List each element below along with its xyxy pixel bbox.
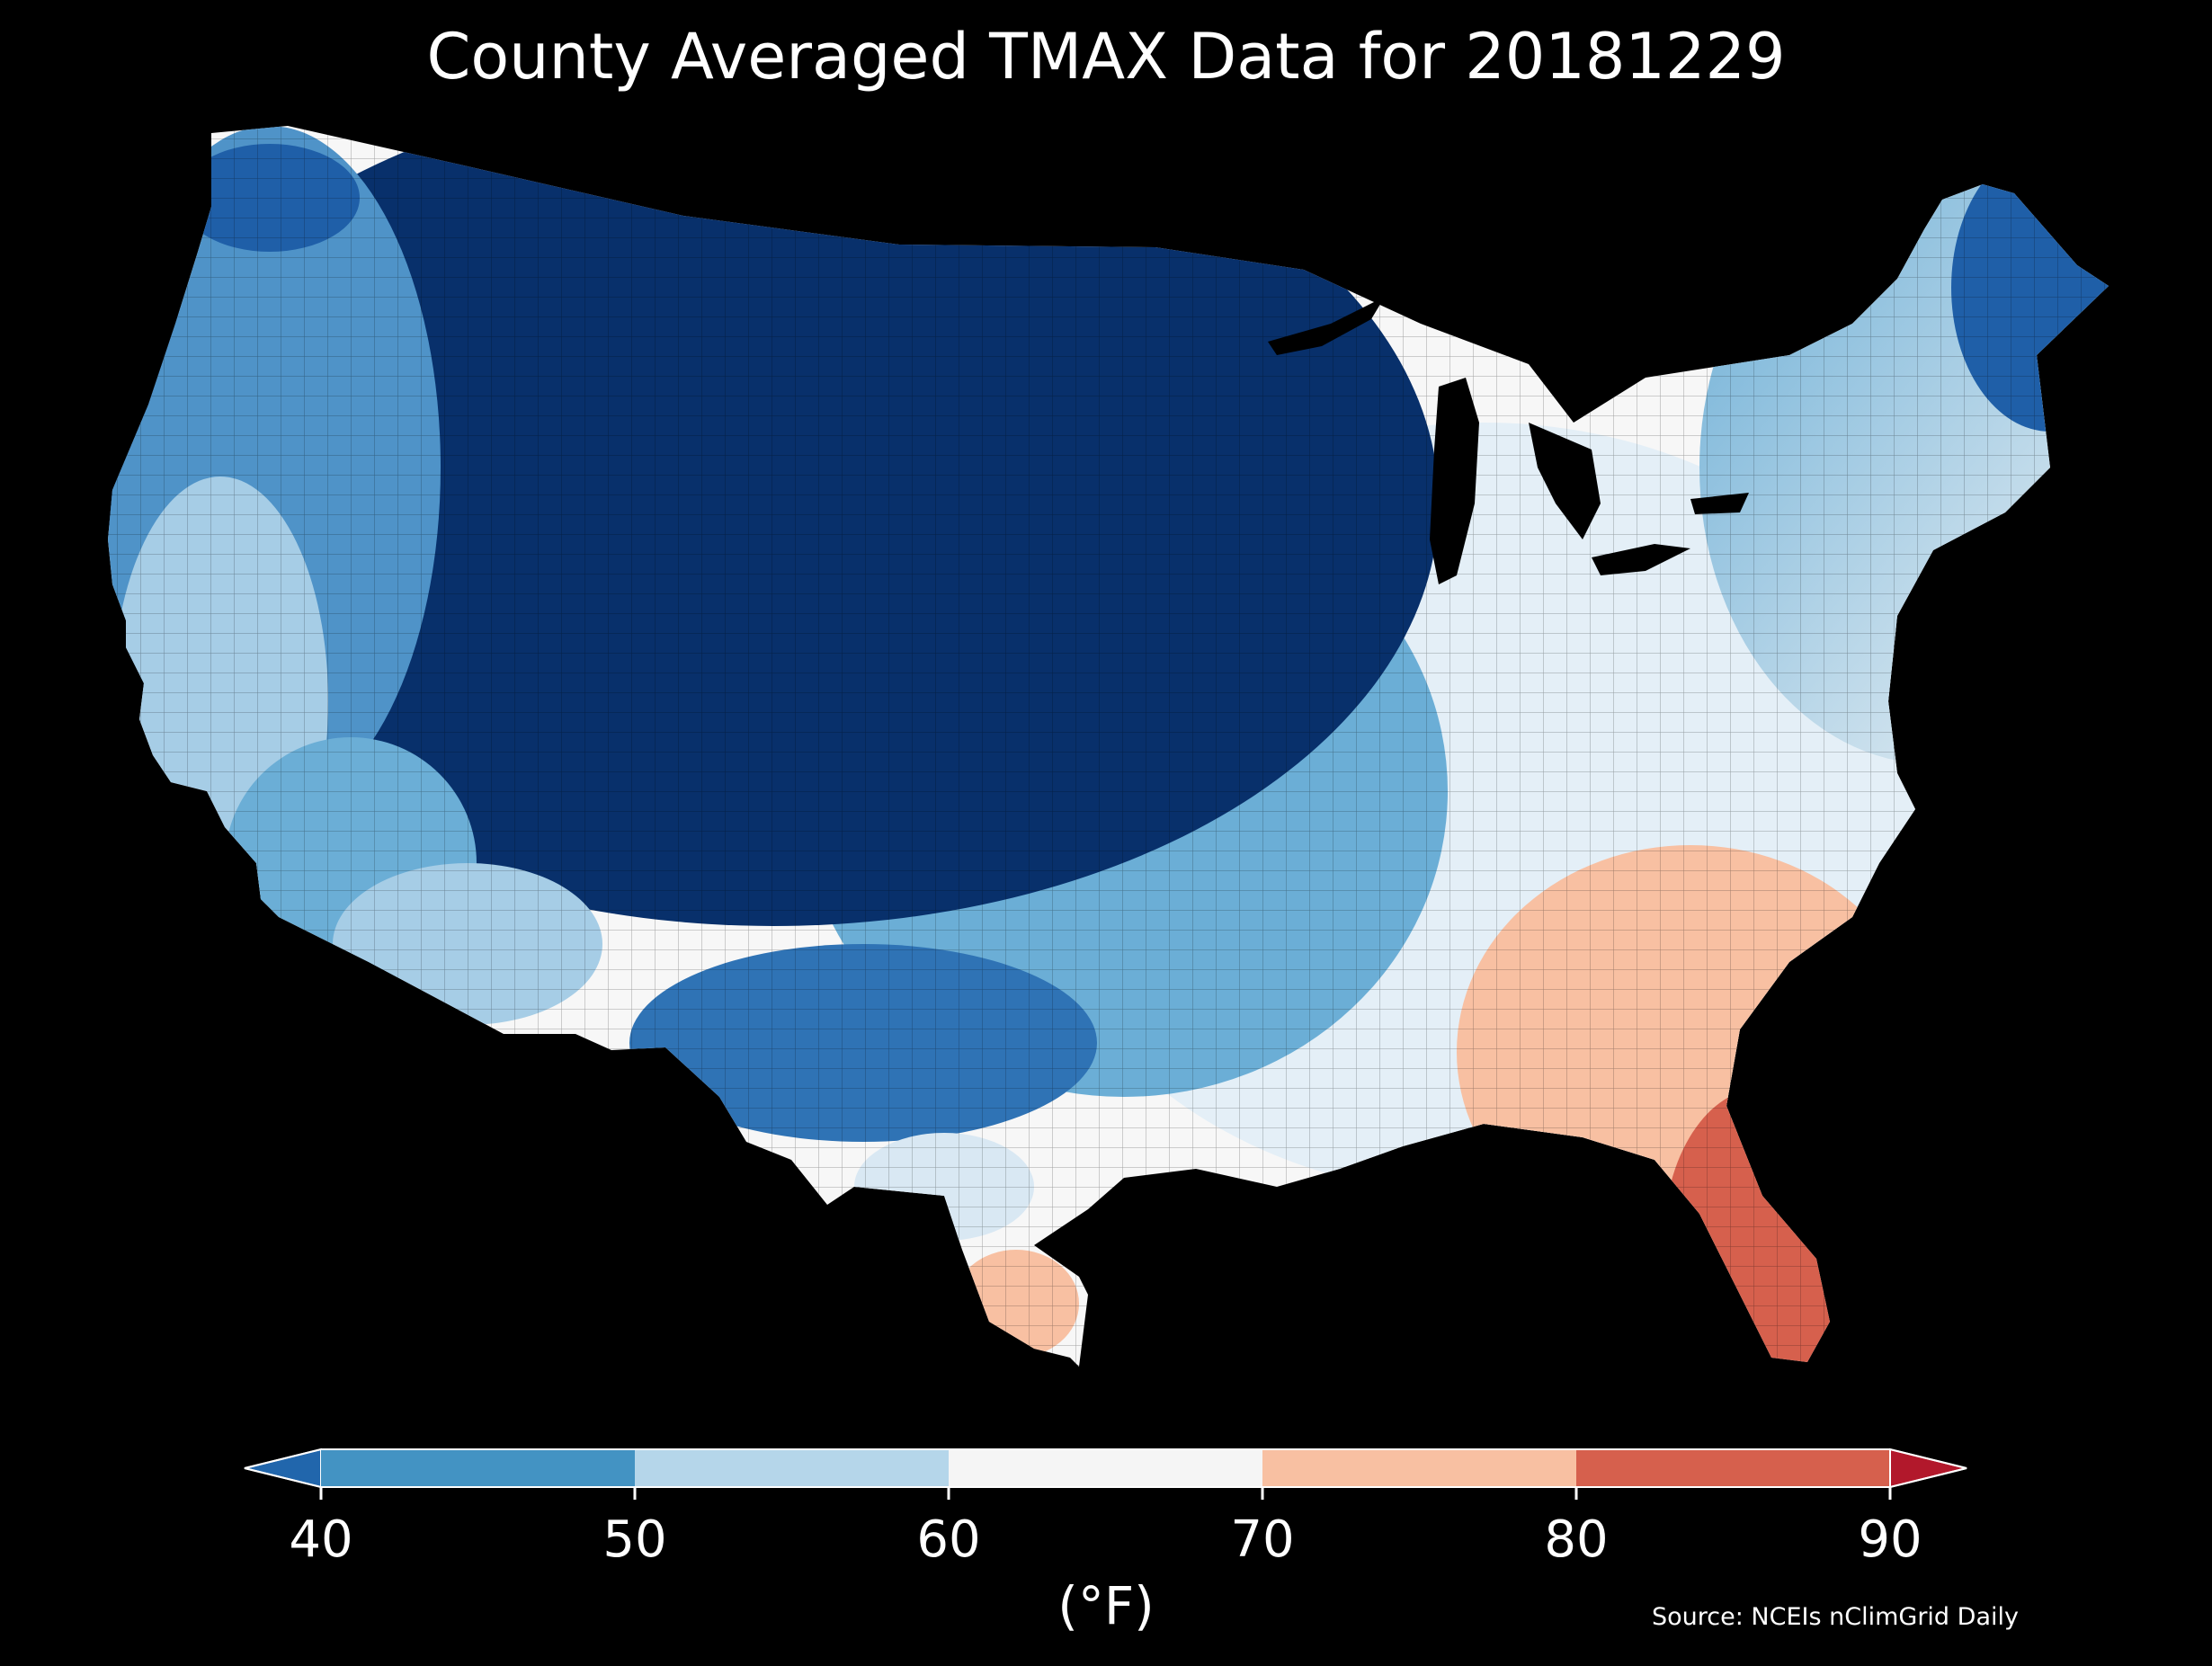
colorbar-tick-label: 50 — [602, 1510, 667, 1569]
colorbar-extend-high — [1889, 1448, 1967, 1489]
colorbar-bin — [949, 1449, 1262, 1487]
colorbar-tick-label: 70 — [1230, 1510, 1295, 1569]
colorbar-bin — [1576, 1449, 1890, 1487]
colorbar-bin — [321, 1449, 635, 1487]
lake-huron — [1529, 423, 1601, 539]
colorbar-bin — [1262, 1449, 1576, 1487]
lake-ontario — [1690, 493, 1749, 514]
map-title: County Averaged TMAX Data for 20181229 — [426, 20, 1786, 94]
source-credit: Source: NCEIs nClimGrid Daily — [1652, 1603, 2019, 1631]
lake-michigan — [1430, 378, 1479, 584]
lake-superior — [1268, 297, 1385, 355]
great-lakes — [1268, 297, 1749, 584]
colorbar-tick-label: 80 — [1544, 1510, 1609, 1569]
colorbar-bin — [635, 1449, 949, 1487]
lake-erie — [1592, 544, 1690, 575]
colorbar-unit-label: (°F) — [1057, 1575, 1155, 1636]
colorbar-tick-label: 40 — [289, 1510, 353, 1569]
colorbar-tick-label: 90 — [1858, 1510, 1922, 1569]
colorbar-tick-label: 60 — [916, 1510, 981, 1569]
colorbar-extend-low — [244, 1448, 322, 1489]
